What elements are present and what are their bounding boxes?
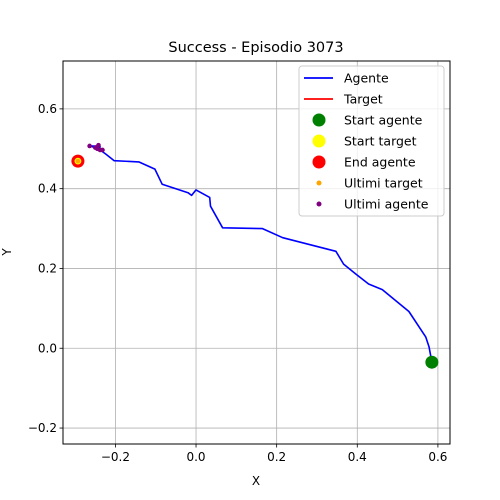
- chart-title: Success - Episodio 3073: [168, 40, 343, 56]
- start-agente-point: [425, 355, 439, 369]
- y-axis-ticks: −0.2 0.0 0.2 0.4 0.6: [28, 102, 63, 435]
- plot-area: [71, 142, 439, 369]
- legend-start-target-label: Start target: [344, 134, 417, 149]
- legend-ultimi-agente-label: Ultimi agente: [344, 197, 429, 212]
- legend-end-agente-swatch: [312, 155, 326, 169]
- x-tick-label: 0.6: [428, 450, 447, 464]
- ultimi-agente-point: [96, 142, 101, 148]
- y-tick-label: 0.4: [38, 182, 57, 196]
- x-tick-label: 0.2: [267, 450, 286, 464]
- ultimi-agente-point: [94, 146, 100, 152]
- y-tick-label: 0.2: [38, 261, 57, 275]
- y-tick-label: −0.2: [28, 421, 57, 435]
- y-tick-label: 0.0: [38, 341, 57, 355]
- ultimi-agente-point: [87, 143, 92, 149]
- x-tick-label: 0.4: [348, 450, 367, 464]
- legend-agente-label: Agente: [344, 71, 389, 86]
- ultimi-target-point: [75, 158, 81, 164]
- legend-target-label: Target: [343, 92, 383, 107]
- x-axis-ticks: −0.2 0.0 0.2 0.4 0.6: [101, 444, 447, 464]
- legend-start-agente-swatch: [312, 113, 326, 127]
- legend-ultimi-target-label: Ultimi target: [344, 176, 423, 191]
- y-axis-label: Y: [0, 248, 14, 257]
- legend-entries: Agente Target Start agente Start target End …: [304, 71, 429, 212]
- legend-ultimi-agente-swatch: [316, 201, 322, 207]
- x-tick-label: 0.0: [186, 450, 205, 464]
- axes-frame: [62, 60, 451, 445]
- legend: Agente Target Start agente Start target End …: [298, 65, 445, 217]
- y-tick-label: 0.6: [38, 102, 57, 116]
- legend-box: [298, 65, 445, 217]
- legend-start-agente-label: Start agente: [344, 113, 423, 128]
- ultimi-agente-point: [100, 147, 105, 153]
- x-tick-label: −0.2: [101, 450, 130, 464]
- x-axis-label: X: [252, 474, 260, 488]
- legend-start-target-swatch: [312, 134, 326, 148]
- legend-ultimi-target-swatch: [316, 180, 322, 186]
- series-layer: [71, 142, 439, 369]
- legend-end-agente-label: End agente: [344, 155, 416, 170]
